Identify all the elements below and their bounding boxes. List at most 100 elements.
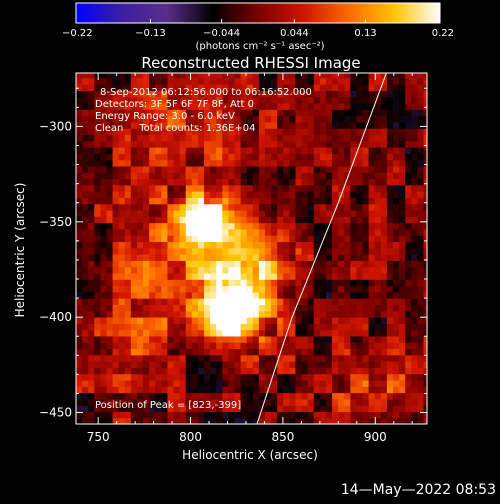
heatmap-cell — [264, 209, 272, 217]
heatmap-cell — [173, 291, 181, 299]
heatmap-cell — [289, 379, 297, 387]
heatmap-cell — [338, 134, 345, 142]
heatmap-cell — [258, 216, 266, 224]
heatmap-cell — [130, 153, 138, 161]
heatmap-cell — [295, 209, 303, 217]
heatmap-cell — [100, 379, 108, 387]
heatmap-cell — [197, 172, 205, 180]
heatmap-cell — [222, 96, 230, 104]
heatmap-cell — [368, 348, 376, 356]
heatmap-cell — [204, 77, 211, 85]
heatmap-cell — [216, 191, 223, 198]
heatmap-cell — [197, 165, 205, 173]
heatmap-cell — [179, 342, 187, 350]
heatmap-cell — [380, 90, 388, 98]
heatmap-cell — [307, 203, 315, 211]
heatmap-cell — [405, 272, 412, 280]
heatmap-cell — [307, 329, 315, 337]
heatmap-cell — [82, 115, 89, 123]
heatmap-cell — [106, 197, 114, 205]
heatmap-cell — [149, 102, 156, 110]
heatmap-cell — [417, 90, 425, 98]
heatmap-cell — [368, 354, 376, 362]
heatmap-cell — [350, 73, 358, 79]
heatmap-cell — [222, 90, 230, 98]
heatmap-cell — [210, 121, 217, 129]
heatmap-cell — [240, 165, 248, 173]
heatmap-cell — [368, 228, 376, 236]
heatmap-cell — [423, 405, 427, 413]
heatmap-cell — [380, 134, 388, 142]
heatmap-cell — [124, 247, 132, 255]
heatmap-cell — [271, 298, 278, 305]
heatmap-cell — [143, 115, 150, 123]
heatmap-cell — [234, 272, 242, 280]
heatmap-cell — [100, 285, 108, 293]
heatmap-cell — [362, 348, 370, 356]
heatmap-cell — [368, 304, 376, 312]
heatmap-cell — [216, 96, 223, 104]
heatmap-cell — [88, 77, 95, 85]
heatmap-cell — [399, 417, 406, 424]
heatmap-cell — [124, 90, 132, 98]
heatmap-cell — [94, 367, 101, 375]
heatmap-cell — [179, 128, 187, 136]
heatmap-cell — [411, 260, 418, 268]
heatmap-cell — [356, 272, 364, 280]
heatmap-cell — [423, 417, 427, 424]
heatmap-cell — [417, 354, 425, 362]
heatmap-cell — [338, 379, 345, 387]
heatmap-cell — [332, 272, 339, 280]
heatmap-cell — [130, 209, 138, 217]
heatmap-cell — [88, 184, 95, 192]
heatmap-cell — [356, 178, 364, 186]
heatmap-cell — [289, 77, 297, 85]
heatmap-cell — [216, 216, 223, 224]
heatmap-cell — [271, 310, 278, 318]
heatmap-cell — [216, 73, 223, 79]
heatmap-cell — [106, 134, 114, 142]
heatmap-cell — [301, 279, 309, 287]
heatmap-cell — [289, 128, 297, 136]
heatmap-cell — [179, 241, 187, 249]
heatmap-cell — [118, 291, 126, 299]
heatmap-cell — [289, 386, 297, 394]
heatmap-cell — [100, 134, 108, 142]
heatmap-cell — [179, 159, 187, 167]
heatmap-cell — [289, 361, 297, 368]
heatmap-cell — [393, 272, 400, 280]
heatmap-cell — [167, 159, 175, 167]
heatmap-cell — [179, 335, 187, 343]
heatmap-cell — [130, 147, 138, 154]
heatmap-cell — [100, 184, 108, 192]
heatmap-cell — [100, 241, 108, 249]
heatmap-cell — [191, 335, 199, 343]
heatmap-cell — [191, 379, 199, 387]
heatmap-cell — [179, 235, 187, 243]
heatmap-cell — [197, 73, 205, 79]
heatmap-cell — [313, 197, 321, 205]
heatmap-cell — [362, 354, 370, 362]
heatmap-cell — [210, 285, 217, 293]
heatmap-cell — [106, 323, 114, 331]
heatmap-cell — [325, 216, 333, 224]
heatmap-cell — [143, 354, 150, 362]
heatmap-cell — [405, 411, 412, 419]
heatmap-cell — [283, 128, 290, 136]
heatmap-cell — [185, 216, 193, 224]
heatmap-cell — [173, 90, 181, 98]
heatmap-cell — [423, 392, 427, 400]
heatmap-cell — [100, 354, 108, 362]
heatmap-cell — [417, 209, 425, 217]
heatmap-cell — [216, 260, 223, 268]
heatmap-cell — [386, 367, 394, 375]
heatmap-cell — [295, 147, 303, 154]
heatmap-cell — [423, 96, 427, 104]
heatmap-cell — [161, 235, 169, 243]
heatmap-cell — [191, 405, 199, 413]
heatmap-cell — [325, 361, 333, 368]
heatmap-cell — [319, 159, 327, 167]
heatmap-cell — [210, 153, 217, 161]
heatmap-cell — [76, 90, 83, 98]
heatmap-cell — [264, 392, 272, 400]
